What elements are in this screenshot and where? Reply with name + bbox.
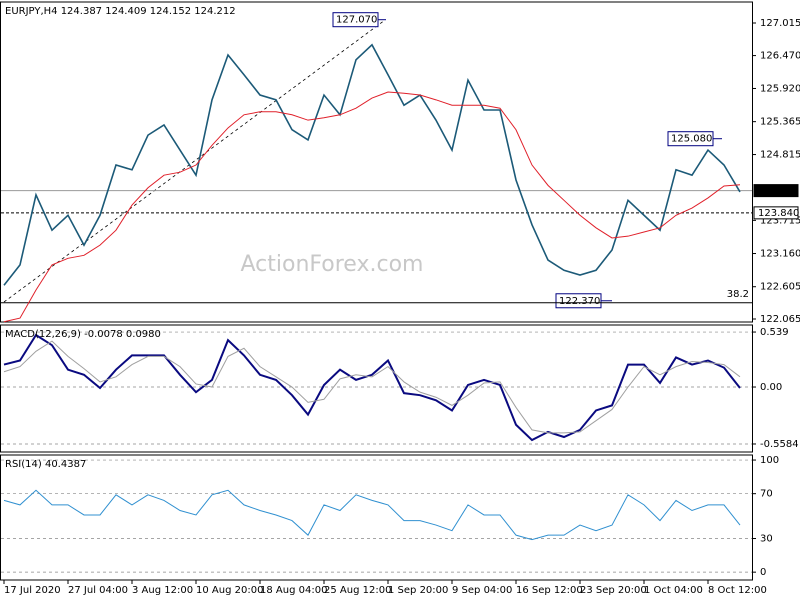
panel-title: RSI(14) 40.4387	[5, 459, 86, 470]
panel-frame	[0, 454, 753, 581]
annotation-box	[555, 293, 602, 309]
annotation-label: 127.070	[336, 15, 377, 26]
price-label: 123.840	[758, 208, 799, 219]
panel-frame	[0, 324, 753, 453]
x-tick-label: 16 Sep 12:00	[516, 585, 583, 596]
y-tick-label: 30	[760, 534, 773, 545]
y-tick-label: 124.815	[760, 150, 800, 161]
y-tick-label: 0	[760, 567, 766, 578]
y-tick-label: -0.5584	[760, 439, 799, 450]
y-tick-label: 125.920	[760, 83, 800, 94]
series-line	[3, 340, 741, 434]
series-line	[3, 43, 741, 286]
series-line	[3, 489, 741, 541]
x-tick-label: 23 Sep 20:00	[580, 585, 647, 596]
y-tick-label: 122.605	[760, 282, 800, 293]
watermark: ActionForex.com	[241, 252, 424, 277]
panel-title: MACD(12,26,9) -0.0078 0.0980	[5, 329, 161, 340]
x-tick-label: 18 Aug 04:00	[260, 585, 327, 596]
price-box	[753, 206, 799, 220]
panel-frame	[0, 1, 753, 323]
x-tick-label: 9 Sep 04:00	[452, 585, 512, 596]
trend-line	[3, 19, 386, 303]
x-tick-label: 10 Aug 20:00	[196, 585, 263, 596]
series-line	[3, 91, 741, 323]
price-box	[753, 184, 799, 198]
x-tick-label: 25 Aug 12:00	[324, 585, 391, 596]
x-tick-label: 1 Oct 04:00	[644, 585, 703, 596]
x-tick-label: 17 Jul 2020	[4, 585, 61, 596]
panel-title: EURJPY,H4 124.387 124.409 124.152 124.21…	[5, 6, 236, 17]
y-tick-label: 0.539	[760, 327, 789, 338]
y-tick-label: 127.015	[760, 18, 800, 29]
y-tick-label: 0.00	[760, 382, 782, 393]
y-tick-label: 126.470	[760, 51, 800, 62]
x-tick-label: 1 Sep 20:00	[388, 585, 448, 596]
y-tick-label: 70	[760, 489, 773, 500]
annotation-label: 122.370	[559, 296, 600, 307]
y-tick-label: 123.715	[760, 215, 800, 226]
series-line	[3, 333, 741, 442]
annotation-box	[667, 131, 714, 147]
annotation-label: 125.080	[671, 134, 712, 145]
x-tick-label: 8 Oct 12:00	[708, 585, 767, 596]
annotation-box	[332, 12, 379, 28]
x-tick-label: 3 Aug 12:00	[132, 585, 193, 596]
fib-label: 38.2	[727, 289, 749, 300]
y-tick-label: 125.365	[760, 117, 800, 128]
price-label: 124.212	[758, 186, 799, 197]
y-tick-label: 122.065	[760, 314, 800, 325]
y-tick-label: 100	[760, 455, 779, 466]
y-tick-label: 123.160	[760, 249, 800, 260]
x-tick-label: 27 Jul 04:00	[68, 585, 128, 596]
